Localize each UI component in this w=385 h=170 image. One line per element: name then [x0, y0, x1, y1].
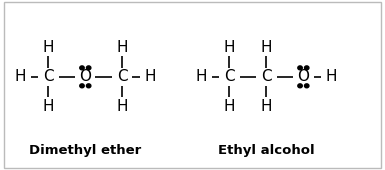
- Text: C: C: [261, 69, 272, 84]
- Text: Dimethyl ether: Dimethyl ether: [29, 144, 141, 157]
- Text: H: H: [43, 99, 54, 114]
- Circle shape: [86, 66, 91, 70]
- Text: H: H: [15, 69, 27, 84]
- Text: Ethyl alcohol: Ethyl alcohol: [218, 144, 315, 157]
- Text: H: H: [261, 99, 272, 114]
- Text: O: O: [79, 69, 91, 84]
- Text: H: H: [117, 40, 128, 55]
- Text: H: H: [325, 69, 337, 84]
- Text: C: C: [117, 69, 127, 84]
- Circle shape: [80, 84, 84, 88]
- Circle shape: [305, 66, 309, 70]
- Circle shape: [298, 84, 302, 88]
- Text: H: H: [43, 40, 54, 55]
- Circle shape: [305, 84, 309, 88]
- Text: C: C: [43, 69, 54, 84]
- Text: C: C: [224, 69, 235, 84]
- Text: H: H: [224, 40, 235, 55]
- Text: H: H: [144, 69, 156, 84]
- Circle shape: [86, 84, 91, 88]
- Text: H: H: [117, 99, 128, 114]
- Text: O: O: [297, 69, 310, 84]
- Text: H: H: [196, 69, 208, 84]
- Text: H: H: [224, 99, 235, 114]
- Text: H: H: [261, 40, 272, 55]
- Circle shape: [80, 66, 84, 70]
- Circle shape: [298, 66, 302, 70]
